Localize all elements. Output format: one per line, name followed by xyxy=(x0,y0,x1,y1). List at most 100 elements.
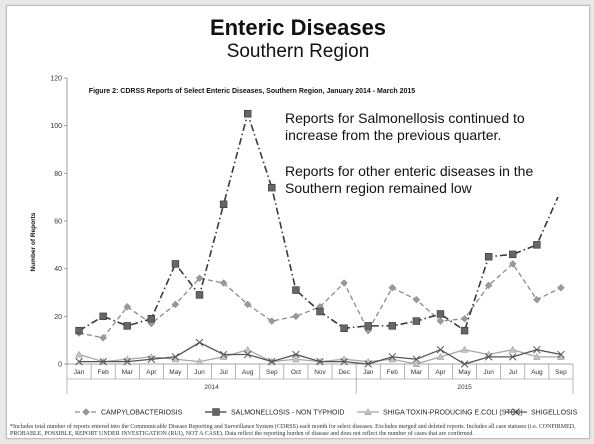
marker-triangle xyxy=(292,355,300,363)
legend-item: SHIGELLOSIS xyxy=(505,408,578,417)
marker-triangle xyxy=(195,357,204,365)
marker-x xyxy=(268,357,276,366)
marker-square xyxy=(436,310,445,318)
marker-x xyxy=(219,350,228,359)
x-tick-label: Jan xyxy=(74,369,85,376)
x-tick-label: Jun xyxy=(194,369,205,376)
marker-square xyxy=(75,326,83,335)
x-tick-label: Sep xyxy=(266,369,278,376)
marker-diamond xyxy=(509,260,517,268)
x-tick-label: Jul xyxy=(509,369,518,376)
marker-diamond xyxy=(340,279,348,287)
marker-triangle xyxy=(75,350,83,358)
marker-square xyxy=(123,322,131,330)
marker-x xyxy=(512,408,520,416)
callout-salmonellosis: Reports for Salmonellosis continued to i… xyxy=(285,110,575,144)
y-tick-label: 40 xyxy=(54,266,62,273)
marker-x xyxy=(147,355,156,363)
x-tick-label: Jun xyxy=(483,369,494,376)
year-label: 2014 xyxy=(204,384,219,391)
y-tick-label: 0 xyxy=(58,362,62,369)
marker-x xyxy=(292,350,300,359)
y-tick-label: 60 xyxy=(54,219,62,226)
slide: Enteric Diseases Southern Region Figure … xyxy=(6,5,590,439)
marker-square xyxy=(195,291,204,299)
series-lines xyxy=(75,110,565,368)
marker-diamond xyxy=(388,283,397,292)
marker-square xyxy=(268,183,276,192)
marker-square xyxy=(364,322,372,330)
marker-square xyxy=(147,315,156,323)
marker-square xyxy=(99,312,107,321)
marker-square xyxy=(292,286,300,294)
marker-x xyxy=(557,350,565,359)
marker-diamond xyxy=(460,314,469,323)
legend-item: SALMONELLOSIS - NON TYPHOID xyxy=(205,408,344,417)
marker-diamond xyxy=(533,295,541,304)
marker-triangle xyxy=(412,360,421,367)
callout-other-enteric: Reports for other enteric diseases in th… xyxy=(285,163,575,197)
marker-diamond xyxy=(171,300,180,309)
y-axis-label: Number of Reports xyxy=(30,212,37,271)
marker-x xyxy=(75,357,83,366)
marker-x xyxy=(533,345,541,354)
marker-square xyxy=(212,408,220,416)
marker-diamond xyxy=(82,408,90,416)
y-tick-label: 20 xyxy=(54,314,62,321)
marker-x xyxy=(171,353,180,361)
marker-diamond xyxy=(484,281,493,290)
year-label: 2015 xyxy=(457,384,472,391)
marker-square xyxy=(219,200,228,209)
marker-square xyxy=(388,322,396,330)
x-tick-label: Apr xyxy=(435,369,446,376)
x-tick-label: Nov xyxy=(314,369,326,376)
slide-title: Enteric Diseases xyxy=(209,15,387,40)
marker-square xyxy=(244,110,252,118)
marker-triangle xyxy=(364,408,372,415)
x-tick-label: Sep xyxy=(555,369,567,376)
legend-label: SHIGA TOXIN-PRODUCING E.COLI (STEC) xyxy=(383,410,523,417)
x-tick-label: Feb xyxy=(387,369,399,376)
legend-label: CAMPYLOBACTERIOSIS xyxy=(101,410,183,417)
marker-triangle xyxy=(243,345,252,353)
marker-x xyxy=(388,353,397,361)
x-tick-label: Aug xyxy=(531,369,543,376)
marker-square xyxy=(484,253,493,261)
marker-x xyxy=(436,345,445,354)
marker-x xyxy=(340,357,348,366)
series-campylobacteriosis xyxy=(75,260,565,342)
marker-triangle xyxy=(533,352,541,360)
marker-diamond xyxy=(436,317,445,325)
marker-x xyxy=(243,350,252,359)
x-tick-label: May xyxy=(169,369,182,376)
footnote: *Includes total number of reports entere… xyxy=(10,424,576,437)
x-tick-label: Aug xyxy=(242,369,254,376)
marker-diamond xyxy=(412,295,421,304)
x-tick-label: Mar xyxy=(411,369,423,376)
marker-square xyxy=(316,307,324,316)
legend-label: SALMONELLOSIS - NON TYPHOID xyxy=(231,410,344,417)
marker-diamond xyxy=(195,274,204,282)
series-salmonellosis-non-typhoid xyxy=(75,110,565,335)
x-tick-label: Jul xyxy=(219,369,228,376)
y-tick-label: 100 xyxy=(50,123,62,130)
title-block: Enteric Diseases Southern Region xyxy=(7,16,589,63)
marker-diamond xyxy=(268,317,276,325)
marker-x xyxy=(364,360,372,368)
marker-diamond xyxy=(123,303,131,311)
chart-axes: 0 20 40 60 80 100 120 Jan Feb Mar Apr May Jun Jul Aug S… xyxy=(50,76,574,394)
legend-item: SHIGA TOXIN-PRODUCING E.COLI (STEC) xyxy=(357,408,523,417)
marker-x xyxy=(412,355,421,363)
y-tick-label: 80 xyxy=(54,171,62,178)
marker-diamond xyxy=(219,279,228,287)
marker-x xyxy=(123,357,131,366)
marker-diamond xyxy=(292,312,300,321)
chart-title: Figure 2: CDRSS Reports of Select Enteri… xyxy=(89,88,415,95)
marker-square xyxy=(460,326,469,335)
marker-x xyxy=(99,357,107,366)
x-tick-label: Jan xyxy=(363,369,374,376)
marker-triangle xyxy=(460,345,469,353)
marker-diamond xyxy=(99,334,107,342)
series-line xyxy=(78,110,562,332)
marker-x xyxy=(509,353,517,361)
